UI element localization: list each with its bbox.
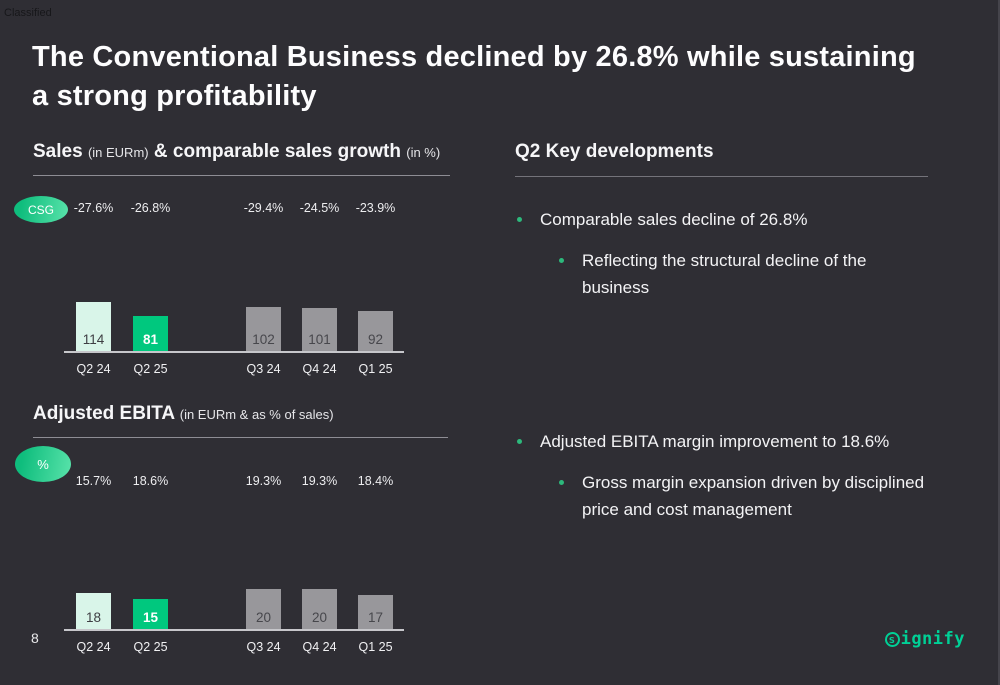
category-label: Q1 25 — [358, 640, 393, 654]
sub-bullet-item: Reflecting the structural decline of the… — [515, 247, 947, 301]
bullet-dot-icon — [517, 217, 522, 222]
margin-pct-label: 19.3% — [301, 474, 338, 488]
category-label: Q2 25 — [133, 640, 168, 654]
category-label: Q4 24 — [302, 362, 337, 376]
key-developments-heading: Q2 Key developments — [515, 141, 928, 177]
key-development-group: Comparable sales decline of 26.8% Reflec… — [515, 208, 947, 301]
signify-logo-s-icon: s — [884, 631, 900, 647]
bar-value-label: 17 — [367, 610, 384, 625]
sub-bullet-text: Reflecting the structural decline of the… — [582, 251, 867, 297]
sales-x-axis — [64, 351, 404, 353]
page-number: 8 — [31, 630, 39, 646]
csg-value-label: -29.4% — [243, 201, 284, 215]
page-title: The Conventional Business declined by 26… — [32, 41, 916, 112]
ebita-bar: 20 — [246, 589, 281, 629]
category-label: Q2 25 — [133, 362, 168, 376]
sales-heading-main2: & comparable sales growth — [153, 141, 401, 162]
category-label: Q3 24 — [246, 362, 281, 376]
sales-bar: 114 — [76, 302, 111, 351]
margin-pct-label: 18.4% — [357, 474, 394, 488]
bar-value-label: 101 — [308, 332, 331, 347]
bullet-dot-icon — [559, 480, 564, 485]
category-label: Q2 24 — [76, 640, 111, 654]
sales-bar: 101 — [302, 308, 337, 351]
sales-bar: 81 — [133, 316, 168, 351]
category-label: Q2 24 — [76, 362, 111, 376]
bullet-dot-icon — [559, 258, 564, 263]
signify-logo: s ignify — [884, 629, 965, 649]
sub-bullet-item: Gross margin expansion driven by discipl… — [515, 469, 947, 523]
key-development-group: Adjusted EBITA margin improvement to 18.… — [515, 430, 947, 523]
bar-value-label: 102 — [252, 332, 275, 347]
bar-value-label: 18 — [85, 610, 102, 625]
csg-value-label: -26.8% — [130, 201, 171, 215]
classification-label: Classified — [4, 7, 52, 19]
category-label: Q1 25 — [358, 362, 393, 376]
bullet-item: Comparable sales decline of 26.8% — [515, 208, 947, 232]
sales-heading-unit2: (in %) — [406, 145, 441, 160]
sales-bar-chart: CSG -27.6% 114 Q2 24 -26.8% 81 Q2 25 -29.4% 102… — [0, 190, 470, 380]
margin-pct-label: 18.6% — [132, 474, 169, 488]
bullet-text: Comparable sales decline of 26.8% — [540, 210, 808, 229]
slide-right-edge — [998, 0, 1000, 685]
ebita-bar: 17 — [358, 595, 393, 629]
csg-value-label: -27.6% — [73, 201, 114, 215]
csg-value-label: -23.9% — [355, 201, 396, 215]
sales-bar: 92 — [358, 311, 393, 351]
signify-logo-text: ignify — [900, 629, 965, 649]
sales-heading-main: Sales — [33, 141, 83, 162]
bullet-dot-icon — [517, 439, 522, 444]
bar-value-label: 20 — [255, 610, 272, 625]
bar-value-label: 81 — [142, 332, 159, 347]
ebita-x-axis — [64, 629, 404, 631]
category-label: Q4 24 — [302, 640, 337, 654]
category-label: Q3 24 — [246, 640, 281, 654]
csg-badge: CSG — [14, 196, 68, 223]
ebita-heading-unit: (in EURm & as % of sales) — [179, 407, 334, 422]
bar-value-label: 15 — [142, 610, 159, 625]
bullet-item: Adjusted EBITA margin improvement to 18.… — [515, 430, 947, 454]
bar-value-label: 114 — [82, 332, 105, 347]
margin-pct-label: 19.3% — [245, 474, 282, 488]
bar-value-label: 92 — [367, 332, 384, 347]
ebita-bar: 15 — [133, 599, 168, 629]
bullet-text: Adjusted EBITA margin improvement to 18.… — [540, 432, 890, 451]
margin-pct-label: 15.7% — [75, 474, 112, 488]
ebita-chart-heading: Adjusted EBITA (in EURm & as % of sales) — [33, 403, 448, 438]
bar-value-label: 20 — [311, 610, 328, 625]
ebita-bar: 20 — [302, 589, 337, 629]
percent-badge: % — [15, 446, 71, 482]
sales-heading-unit1: (in EURm) — [87, 145, 149, 160]
sub-bullet-text: Gross margin expansion driven by discipl… — [582, 473, 925, 519]
csg-value-label: -24.5% — [299, 201, 340, 215]
ebita-bar: 18 — [76, 593, 111, 629]
ebita-bar-chart: % 15.7% 18 Q2 24 18.6% 15 Q2 25 19.3% 20 Q3 24 19… — [0, 440, 470, 658]
sales-bar: 102 — [246, 307, 281, 351]
ebita-heading-main: Adjusted EBITA — [33, 403, 175, 424]
sales-chart-heading: Sales (in EURm) & comparable sales growt… — [33, 141, 450, 176]
